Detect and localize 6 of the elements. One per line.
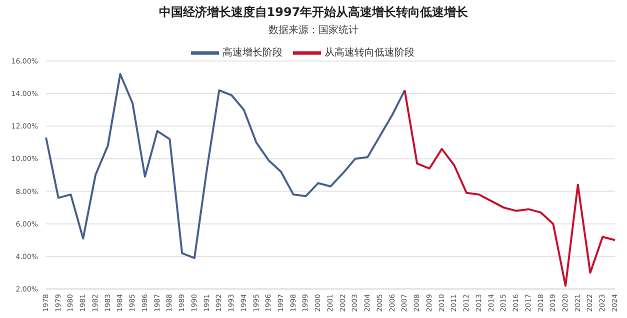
line-series	[404, 89, 616, 287]
line-series	[45, 73, 406, 260]
legend-label: 高速增长阶段	[222, 48, 282, 59]
chart-title: 中国经济增长速度自1997年开始从高速增长转向低速增长	[158, 4, 470, 21]
legend-label: 从高速转向低速阶段	[324, 48, 414, 59]
chart-subtitle: 数据来源：国家统计	[268, 24, 360, 37]
